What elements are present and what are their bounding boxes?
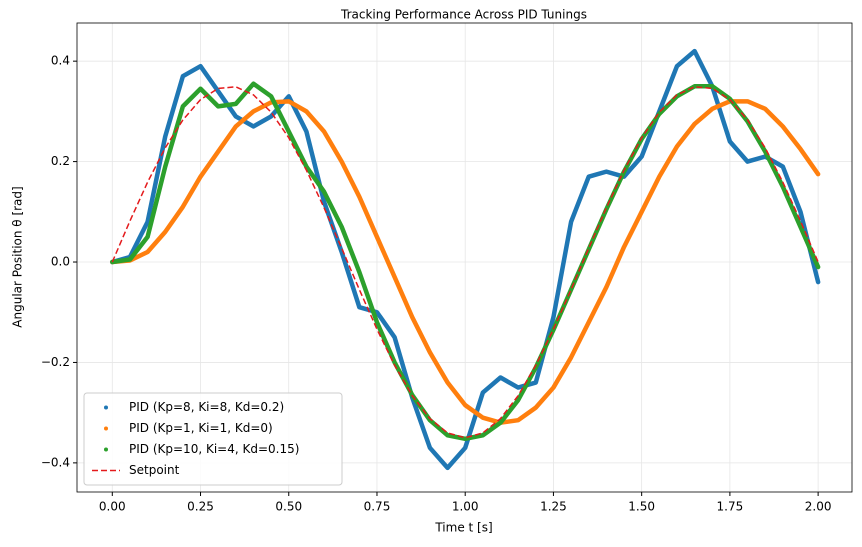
x-tick-label: 0.75 xyxy=(364,500,391,514)
x-tick-label: 0.25 xyxy=(187,500,214,514)
legend-label: PID (Kp=8, Ki=8, Kd=0.2) xyxy=(129,400,284,414)
legend: PID (Kp=8, Ki=8, Kd=0.2) PID (Kp=1, Ki=1,… xyxy=(83,392,343,486)
y-tick-label: 0.4 xyxy=(51,54,70,68)
legend-swatch xyxy=(104,426,108,431)
legend-label: Setpoint xyxy=(129,463,180,477)
series-line xyxy=(111,86,819,439)
legend-label: PID (Kp=1, Ki=1, Kd=0) xyxy=(129,421,273,435)
plot-frame xyxy=(76,22,853,493)
x-tick-label: 1.50 xyxy=(628,500,655,514)
series-line xyxy=(110,48,821,471)
y-tick-label: −0.4 xyxy=(41,455,70,469)
x-tick-label: 1.00 xyxy=(452,500,479,514)
y-tick-label: 0.0 xyxy=(51,255,70,269)
x-tick-label: 0.00 xyxy=(99,500,126,514)
y-tick-label: 0.2 xyxy=(51,154,70,168)
legend-swatch xyxy=(104,405,108,410)
x-tick-label: 1.75 xyxy=(717,500,744,514)
chart-title: Tracking Performance Across PID Tunings xyxy=(340,8,587,22)
legend-swatch xyxy=(104,447,108,452)
x-tick-label: 1.25 xyxy=(540,500,567,514)
x-axis-label: Time t [s] xyxy=(434,521,492,535)
series-line xyxy=(110,99,821,425)
series-line xyxy=(110,81,821,442)
x-tick-label: 2.00 xyxy=(805,500,832,514)
y-tick-label: −0.2 xyxy=(41,355,70,369)
y-axis-label: Angular Position θ [rad] xyxy=(11,186,25,327)
x-tick-label: 0.50 xyxy=(275,500,302,514)
legend-label: PID (Kp=10, Ki=4, Kd=0.15) xyxy=(129,442,299,456)
legend-box xyxy=(83,392,343,486)
